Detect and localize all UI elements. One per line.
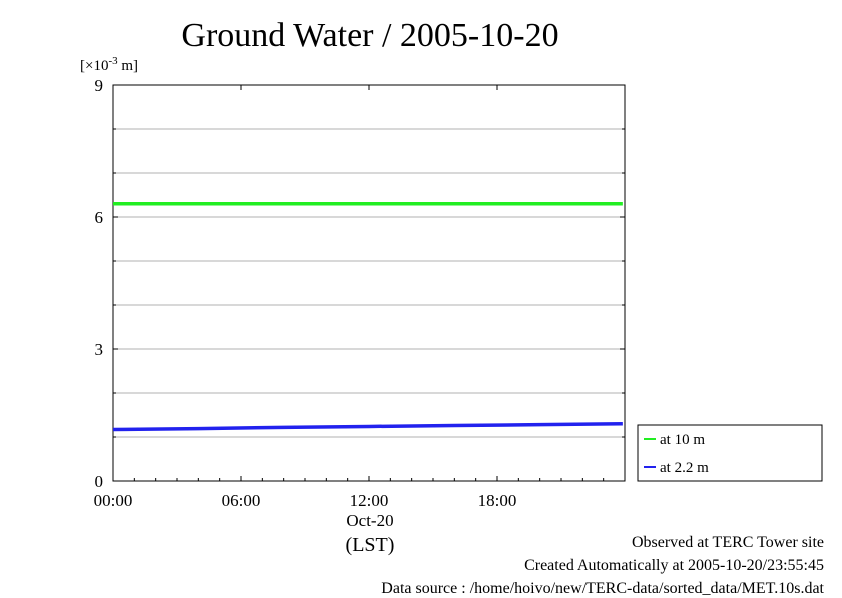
y-tick-label: 3 xyxy=(95,340,104,359)
footer-created: Created Automatically at 2005-10-20/23:5… xyxy=(524,557,824,574)
y-tick-label: 6 xyxy=(95,208,104,227)
y-axis: 0 3 6 9 xyxy=(95,76,625,491)
series-lines xyxy=(112,202,623,432)
legend-label-at-10m: at 10 m xyxy=(660,432,705,448)
x-tick-label: 12:00 xyxy=(350,491,389,510)
gridlines xyxy=(113,128,625,438)
x-tick-label: 06:00 xyxy=(222,491,261,510)
x-axis-label: (LST) xyxy=(346,534,395,556)
legend-box xyxy=(637,424,823,482)
x-axis: 00:00 06:00 12:00 18:00 xyxy=(94,85,605,510)
y-tick-label: 0 xyxy=(95,472,104,491)
chart-title: Ground Water / 2005-10-20 xyxy=(181,17,558,54)
y-tick-label: 9 xyxy=(95,76,104,95)
footer-source: Data source : /home/hoivo/new/TERC-data/… xyxy=(381,580,824,597)
plot-area-frame xyxy=(112,84,626,482)
x-tick-label: 18:00 xyxy=(478,491,517,510)
x-date-label: Oct-20 xyxy=(346,511,393,530)
legend-label-at-2-2m: at 2.2 m xyxy=(660,460,709,476)
y-axis-unit: [×10-3 m] xyxy=(80,55,138,74)
legend: at 10 m at 2.2 m xyxy=(637,424,823,482)
x-tick-label: 00:00 xyxy=(94,491,133,510)
series-line-1 xyxy=(112,422,623,432)
footer-observed: Observed at TERC Tower site xyxy=(631,534,824,551)
